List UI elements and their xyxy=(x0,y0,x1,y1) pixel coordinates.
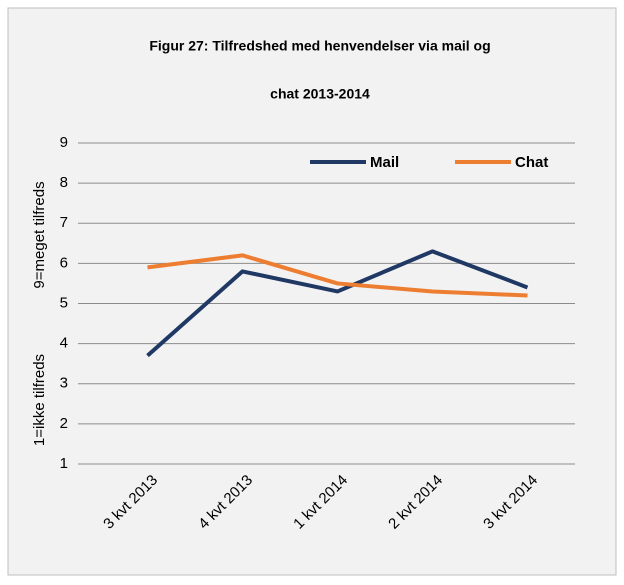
legend-label: Chat xyxy=(515,154,548,171)
y-tick-label: 2 xyxy=(60,415,68,432)
chart-background xyxy=(7,7,617,576)
chart-title: chat 2013-2014 xyxy=(270,86,370,102)
y-tick-label: 4 xyxy=(60,335,68,352)
y-tick-label: 8 xyxy=(60,174,68,191)
y-tick-label: 1 xyxy=(60,455,68,472)
y-tick-label: 3 xyxy=(60,375,68,392)
line-series xyxy=(147,253,528,298)
y-tick-label: 9 xyxy=(60,134,68,151)
y-tick-label: 6 xyxy=(60,254,68,271)
legend-label: Mail xyxy=(370,154,399,171)
y-tick-label: 5 xyxy=(60,294,68,311)
y-axis-label: 9=meget tilfreds xyxy=(31,181,48,288)
chart-title: Figur 27: Tilfredshed med henvendelser v… xyxy=(149,38,490,54)
line-series xyxy=(146,249,529,358)
y-axis-label: 1=ikke tilfreds xyxy=(31,354,48,446)
y-tick-label: 7 xyxy=(60,214,68,231)
